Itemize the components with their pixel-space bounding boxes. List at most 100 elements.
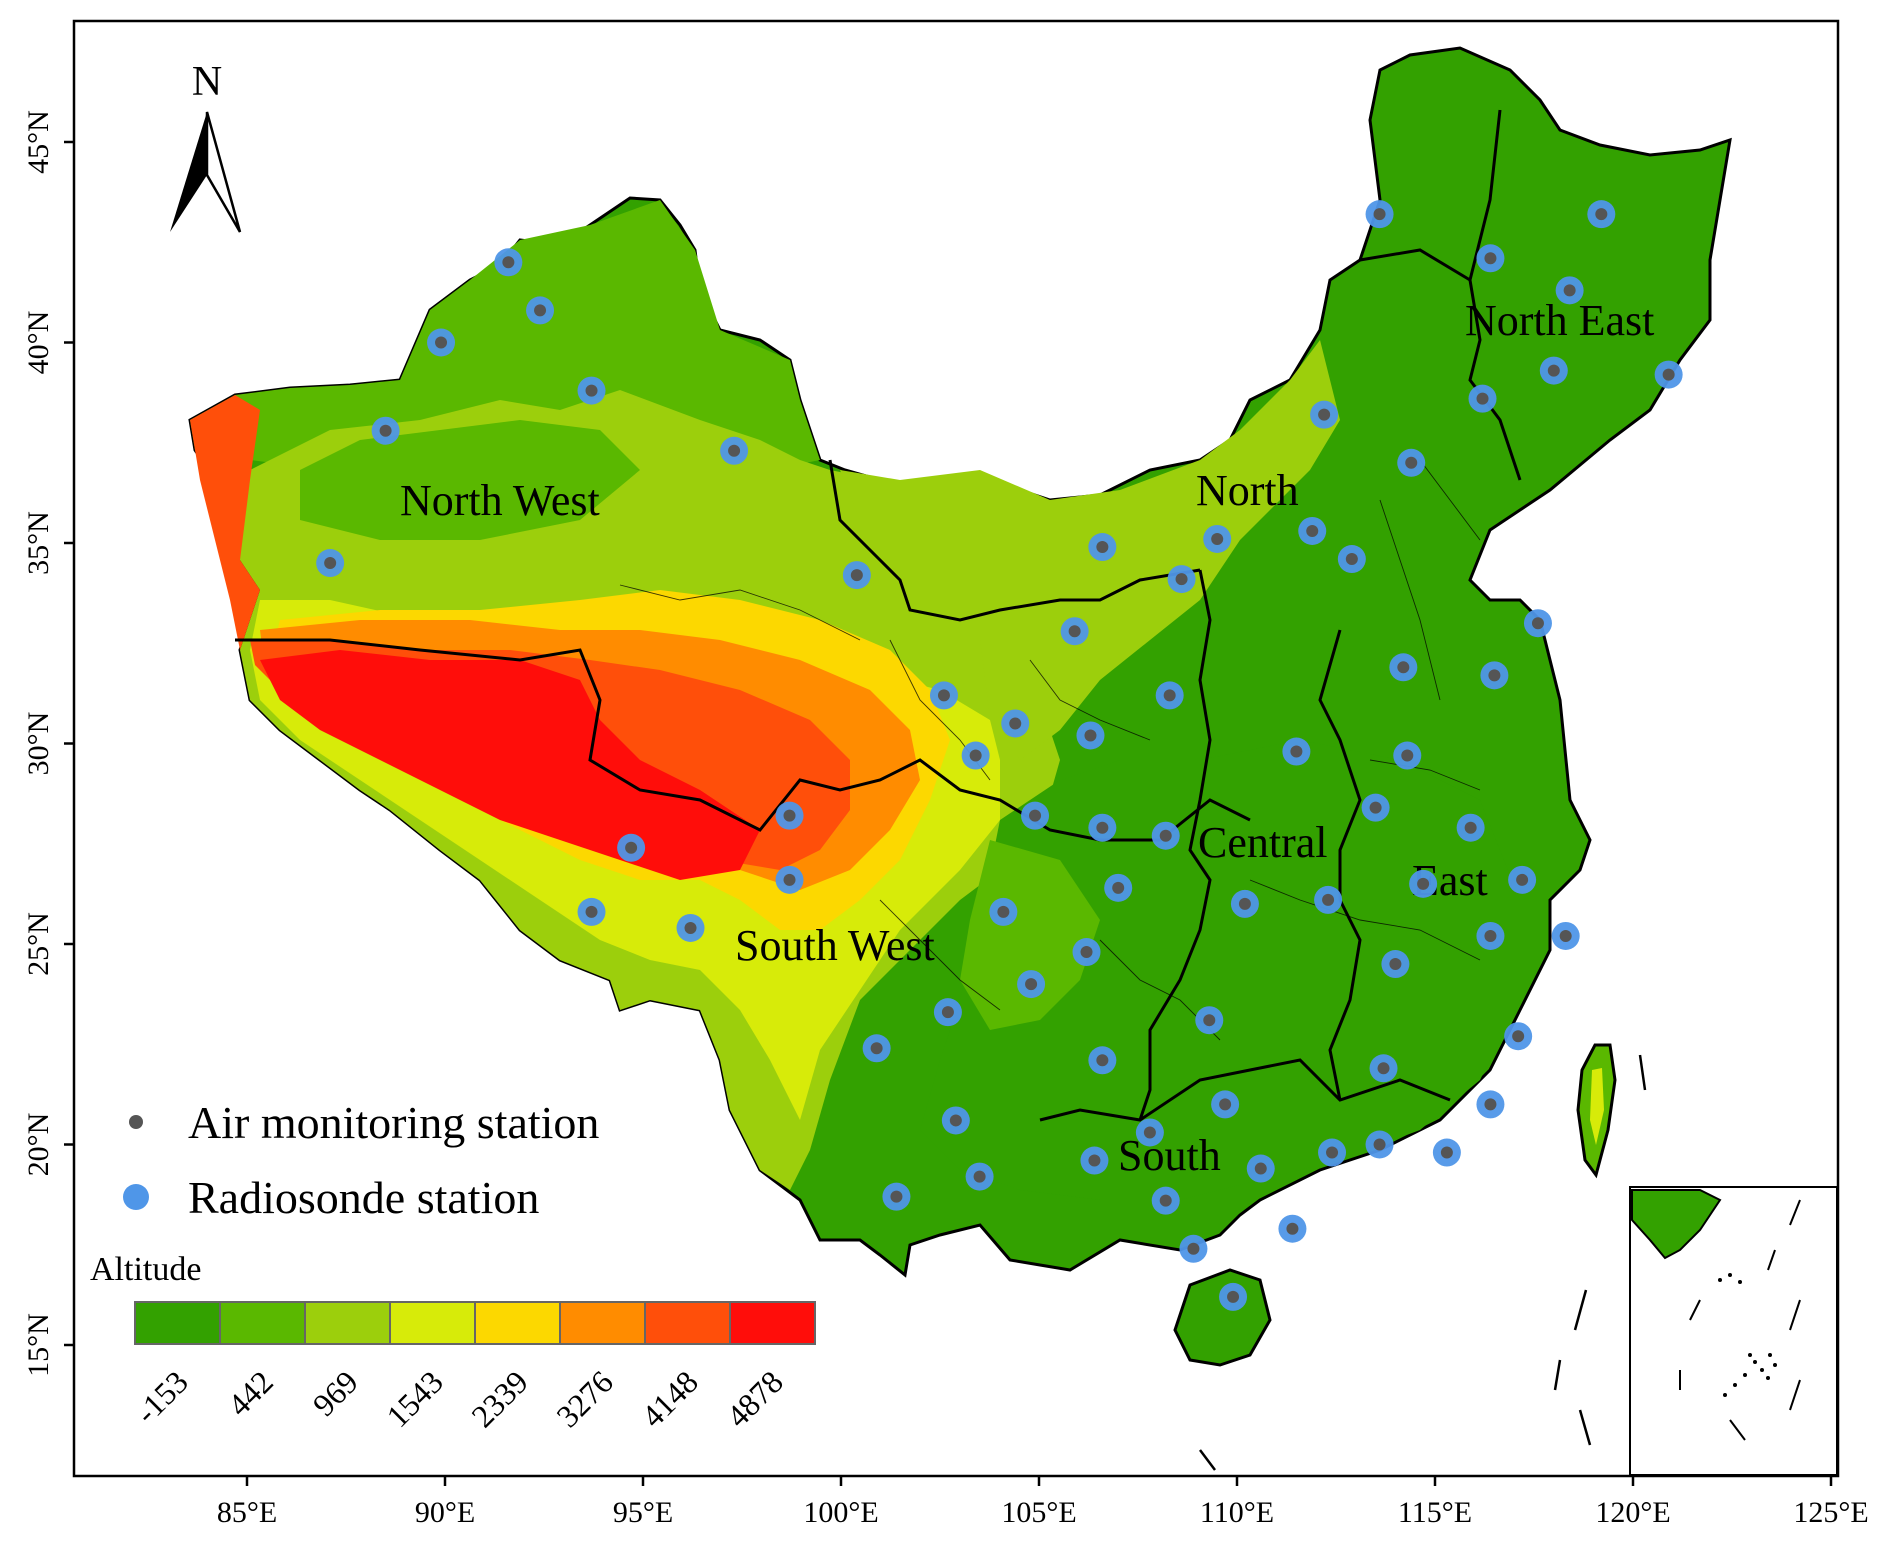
air-monitoring-station [1112, 881, 1125, 894]
station-marker [1337, 545, 1366, 574]
air-monitoring-station [997, 905, 1010, 918]
colorbar-swatch [304, 1301, 391, 1345]
region-label-central: Central [1198, 818, 1328, 867]
station-marker [371, 416, 400, 445]
air-monitoring-station [973, 1170, 986, 1183]
station-marker [775, 865, 804, 894]
colorbar-swatch [389, 1301, 476, 1345]
colorbar-swatch [134, 1301, 221, 1345]
air-monitoring-station [1512, 1030, 1525, 1043]
station-marker [720, 436, 749, 465]
station-marker [494, 248, 523, 277]
station-marker [1314, 885, 1343, 914]
region-label-north: North [1196, 466, 1299, 515]
altitude-band-southwest-green [960, 840, 1100, 1030]
station-marker [1381, 950, 1410, 979]
station-marker [1203, 524, 1232, 553]
air-monitoring-station [1484, 252, 1497, 265]
lat-tick-label: 35°N [22, 511, 55, 575]
station-marker [1230, 889, 1259, 918]
air-monitoring-station [502, 256, 515, 269]
station-marker [929, 681, 958, 710]
south-china-sea-inset [1629, 1186, 1838, 1476]
colorbar-swatch [219, 1301, 306, 1345]
lat-tick-label: 40°N [22, 311, 55, 375]
air-monitoring-station [1163, 689, 1176, 702]
station-marker [1151, 1186, 1180, 1215]
air-monitoring-station [1488, 669, 1501, 682]
station-marker [1298, 516, 1327, 545]
air-monitoring-station [1484, 929, 1497, 942]
air-monitoring-station [1440, 1146, 1453, 1159]
station-marker [1179, 1234, 1208, 1263]
air-monitoring-station [1662, 368, 1675, 381]
air-monitoring-station [585, 905, 598, 918]
air-monitoring-station [1306, 524, 1319, 537]
air-monitoring-station [1096, 541, 1109, 554]
station-marker [1080, 1146, 1109, 1175]
air-monitoring-station [1547, 364, 1560, 377]
station-marker [526, 296, 555, 325]
air-monitoring-station [1531, 617, 1544, 630]
station-marker [1456, 813, 1485, 842]
air-monitoring-station [937, 689, 950, 702]
air-monitoring-station [783, 809, 796, 822]
air-monitoring-station [324, 557, 337, 570]
air-monitoring-station [1159, 1194, 1172, 1207]
station-marker [676, 913, 705, 942]
station-marker [1551, 921, 1580, 950]
station-marker [941, 1106, 970, 1135]
station-marker [1389, 653, 1418, 682]
lat-tick-label: 30°N [22, 712, 55, 776]
station-marker [1195, 1006, 1224, 1035]
air-monitoring-station [1084, 729, 1097, 742]
air-monitoring-station [1203, 1014, 1216, 1027]
station-marker [961, 741, 990, 770]
air-monitoring-station [1345, 553, 1358, 566]
air-monitoring-station [1175, 573, 1188, 586]
air-monitoring-station [1397, 661, 1410, 674]
station-marker [1072, 938, 1101, 967]
altitude-band-south-low [920, 740, 1520, 1200]
air-monitoring-station [1080, 946, 1093, 959]
air-monitoring-station [1326, 1146, 1339, 1159]
lon-tick-label: 100°E [803, 1496, 878, 1529]
station-marker [1508, 865, 1537, 894]
air-monitoring-station [1373, 1138, 1386, 1151]
air-monitoring-station [1143, 1126, 1156, 1139]
air-monitoring-station [1211, 532, 1224, 545]
air-monitoring-station [1377, 1062, 1390, 1075]
station-marker [1167, 565, 1196, 594]
station-marker [1151, 821, 1180, 850]
altitude-colorbar [134, 1301, 816, 1345]
station-marker [1318, 1138, 1347, 1167]
air-monitoring-station [1029, 809, 1042, 822]
station-marker [1310, 400, 1339, 429]
lat-tick-label: 45°N [22, 110, 55, 174]
station-marker [1654, 360, 1683, 389]
station-marker [1539, 356, 1568, 385]
air-monitoring-station [949, 1114, 962, 1127]
station-marker [316, 549, 345, 578]
station-marker [1365, 1130, 1394, 1159]
air-monitoring-station [890, 1190, 903, 1203]
air-monitoring-station [1088, 1154, 1101, 1167]
air-monitoring-station [379, 424, 392, 437]
air-monitoring-station [1595, 208, 1608, 221]
altitude-band-northwest-rim [190, 395, 260, 650]
station-marker [775, 801, 804, 830]
station-marker [1021, 801, 1050, 830]
air-monitoring-station [1389, 958, 1402, 971]
air-monitoring-station [585, 384, 598, 397]
station-marker [965, 1162, 994, 1191]
station-marker [1480, 661, 1509, 690]
air-monitoring-station [1096, 821, 1109, 834]
station-marker [1587, 200, 1616, 229]
air-monitoring-station [1187, 1242, 1200, 1255]
lat-tick-label: 25°N [22, 912, 55, 976]
station-marker [1432, 1138, 1461, 1167]
lon-tick-label: 90°E [415, 1496, 475, 1529]
air-monitoring-station [850, 569, 863, 582]
air-monitoring-station [1516, 873, 1529, 886]
